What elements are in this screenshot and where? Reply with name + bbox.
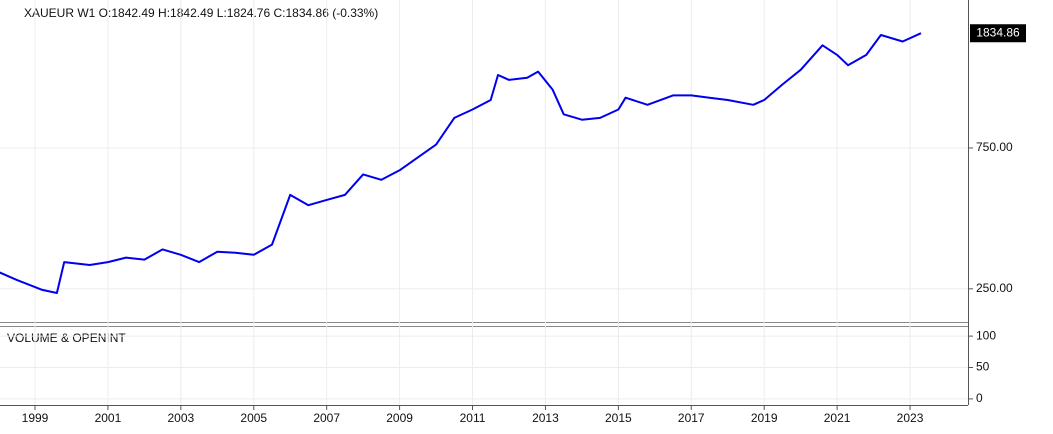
y-tick-label: 0 [976, 391, 983, 405]
x-tick-label: 2019 [751, 411, 778, 425]
last-price-label: 1834.86 [976, 25, 1020, 39]
x-tick-label: 2003 [167, 411, 194, 425]
last-price-box [970, 24, 1026, 43]
x-tick-label: 2009 [386, 411, 413, 425]
x-tick-label: 2013 [532, 411, 559, 425]
y-tick-label: 250.00 [976, 281, 1013, 295]
chart-title: XAUEUR W1 O:1842.49 H:1842.49 L:1824.76 … [24, 6, 378, 20]
x-tick-label: 2015 [605, 411, 632, 425]
x-tick-label: 2005 [240, 411, 267, 425]
x-tick-label: 1999 [22, 411, 49, 425]
x-tick-label: 2023 [897, 411, 924, 425]
y-tick-label: 750.00 [976, 140, 1013, 154]
panel-title: VOLUME & OPENINT [7, 331, 126, 345]
y-tick-label: 100 [976, 328, 996, 342]
x-tick-label: 2017 [678, 411, 705, 425]
x-tick-label: 2007 [313, 411, 340, 425]
y-tick-label: 50 [976, 360, 990, 374]
x-tick-label: 2021 [824, 411, 851, 425]
x-tick-label: 2001 [95, 411, 122, 425]
price-line [0, 32, 922, 294]
x-tick-label: 2011 [460, 411, 486, 425]
